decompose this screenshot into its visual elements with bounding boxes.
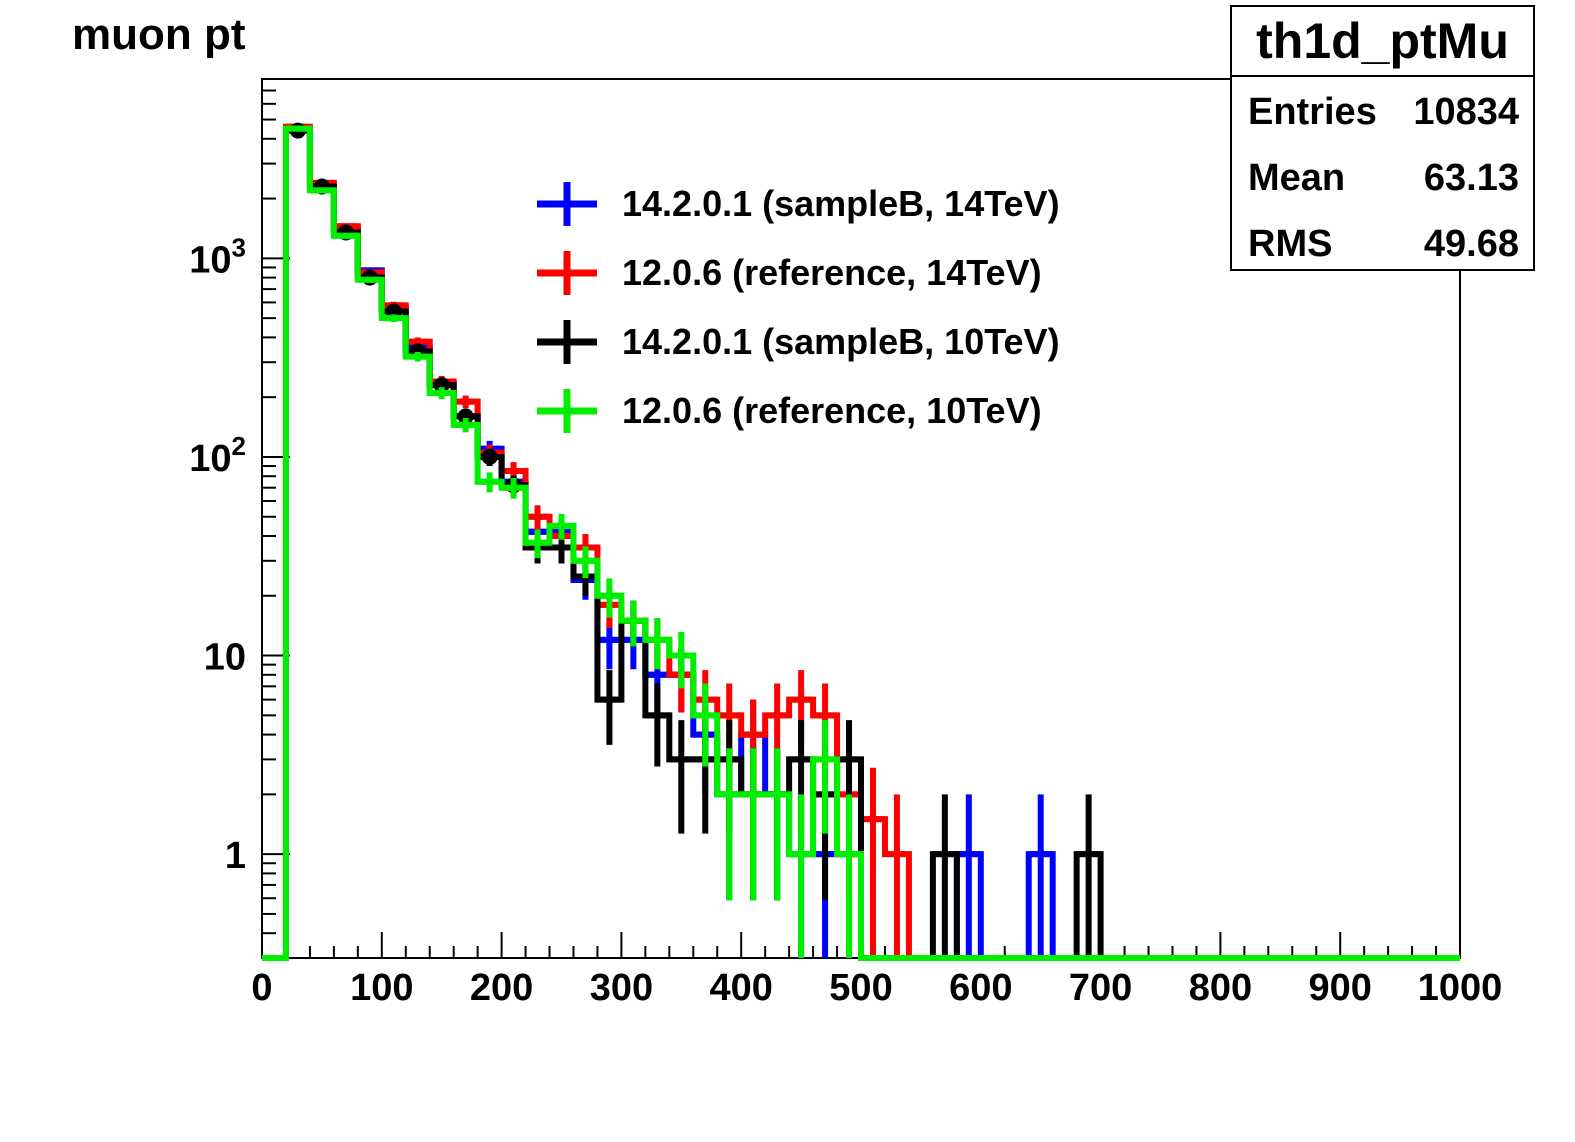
stats-row-mean: Mean 63.13	[1232, 143, 1533, 209]
x-tick-label: 1000	[1418, 967, 1503, 1009]
y-tick-label: 103	[189, 232, 246, 281]
data-point	[481, 448, 498, 465]
legend-label: 12.0.6 (reference, 10TeV)	[622, 390, 1042, 431]
legend-label: 14.2.0.1 (sampleB, 14TeV)	[622, 183, 1060, 224]
stats-row-entries: Entries 10834	[1232, 77, 1533, 143]
stats-histogram-name: th1d_ptMu	[1232, 7, 1533, 77]
legend-entry: 14.2.0.1 (sampleB, 14TeV)	[537, 182, 1060, 226]
stats-label: Entries	[1248, 91, 1377, 133]
x-tick-label: 300	[590, 967, 653, 1009]
chart-title: muon pt	[72, 10, 246, 59]
y-tick-label: 10	[204, 637, 246, 679]
legend-entry: 12.0.6 (reference, 10TeV)	[537, 389, 1042, 433]
y-tick-label: 1	[225, 835, 246, 877]
stats-value: 63.13	[1423, 157, 1519, 199]
legend-label: 14.2.0.1 (sampleB, 10TeV)	[622, 321, 1060, 362]
x-tick-label: 600	[949, 967, 1012, 1009]
legend: 14.2.0.1 (sampleB, 14TeV) 12.0.6 (referen…	[537, 182, 1060, 433]
legend-entry: 12.0.6 (reference, 14TeV)	[537, 251, 1042, 295]
stats-label: Mean	[1248, 157, 1346, 199]
x-tick-label: 0	[251, 967, 272, 1009]
x-tick-label: 900	[1308, 967, 1371, 1009]
legend-label: 12.0.6 (reference, 14TeV)	[622, 252, 1042, 293]
series-layer	[262, 122, 1460, 961]
x-tick-label: 800	[1189, 967, 1252, 1009]
x-tick-label: 700	[1069, 967, 1132, 1009]
x-axis: 0 100 200 300 400 500 600 700 800 900 1000	[251, 932, 1502, 1009]
x-tick-label: 200	[470, 967, 533, 1009]
stats-box: th1d_ptMu Entries 10834 Mean 63.13 RMS 4…	[1230, 5, 1535, 271]
stats-row-rms: RMS 49.68	[1232, 209, 1533, 275]
data-point	[433, 377, 450, 394]
series-4	[262, 125, 1460, 961]
stats-label: RMS	[1248, 223, 1333, 265]
x-tick-label: 500	[829, 967, 892, 1009]
y-tick-label: 102	[189, 431, 246, 480]
x-tick-label: 400	[709, 967, 772, 1009]
stats-value: 49.68	[1423, 223, 1519, 265]
y-axis: 1 10 102 103	[189, 78, 290, 959]
stats-value: 10834	[1413, 91, 1519, 133]
legend-entry: 14.2.0.1 (sampleB, 10TeV)	[537, 320, 1060, 364]
x-tick-label: 100	[350, 967, 413, 1009]
data-point	[457, 408, 474, 425]
